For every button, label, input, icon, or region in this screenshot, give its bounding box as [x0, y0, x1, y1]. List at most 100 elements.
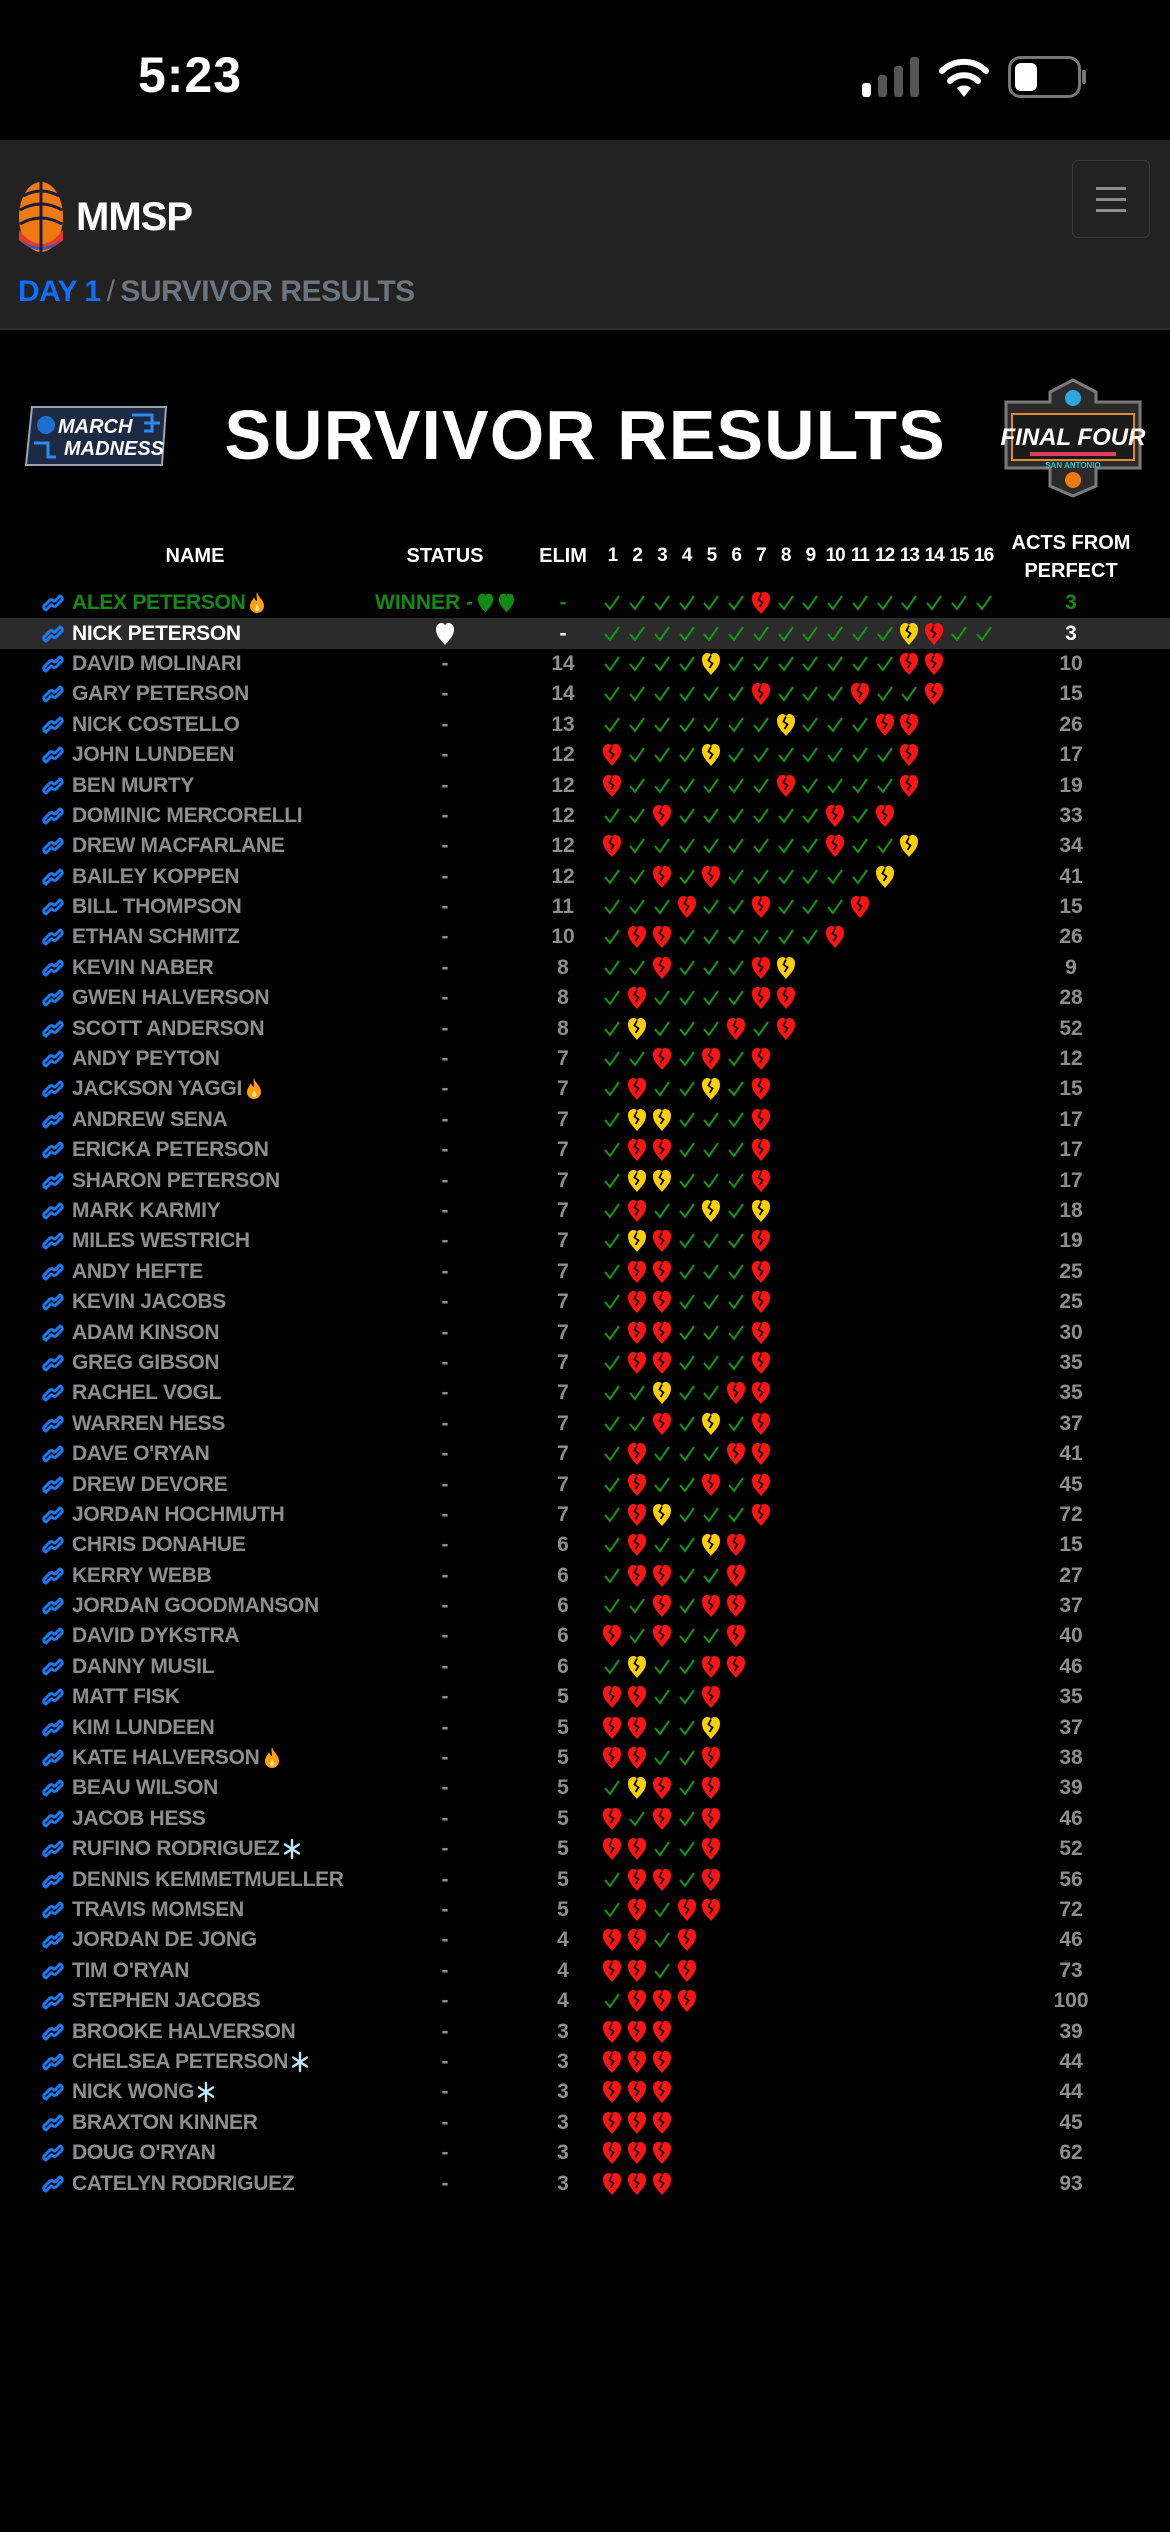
pick-cell[interactable] [749, 862, 774, 892]
pick-cell[interactable] [674, 1074, 699, 1104]
pick-cell[interactable] [724, 1287, 749, 1317]
pick-cell[interactable] [749, 1469, 774, 1499]
pick-cell[interactable] [674, 1257, 699, 1287]
pick-cell[interactable] [724, 831, 749, 861]
pick-cell[interactable] [848, 679, 873, 709]
column-header-status[interactable]: STATUS [406, 545, 484, 567]
pick-cell[interactable] [724, 1013, 749, 1043]
player-name-cell[interactable]: DAVID DYKSTRA [72, 1621, 240, 1651]
pick-cell[interactable] [650, 831, 675, 861]
player-name-cell[interactable]: ADAM KINSON [72, 1317, 220, 1347]
pick-cell[interactable] [749, 892, 774, 922]
pick-cell[interactable] [724, 1135, 749, 1165]
pick-cell[interactable] [823, 892, 848, 922]
pick-cell[interactable] [600, 1439, 625, 1469]
player-name[interactable]: DAVID DYKSTRA [72, 1624, 240, 1648]
pick-cell[interactable] [749, 679, 774, 709]
player-name-cell[interactable]: DAVE O'RYAN [72, 1439, 210, 1469]
pick-cell[interactable] [749, 1348, 774, 1378]
player-name[interactable]: TRAVIS MOMSEN [72, 1897, 244, 1921]
pick-cell[interactable] [600, 1378, 625, 1408]
pick-cell[interactable] [699, 740, 724, 770]
pick-cell[interactable] [699, 1378, 724, 1408]
pick-cell[interactable] [650, 1986, 675, 2016]
pick-cell[interactable] [600, 1409, 625, 1439]
pick-cell[interactable] [773, 953, 798, 983]
player-name-cell[interactable]: SCOTT ANDERSON [72, 1013, 265, 1043]
pick-cell[interactable] [872, 801, 897, 831]
player-link[interactable] [40, 1925, 66, 1955]
pick-cell[interactable] [600, 2108, 625, 2138]
pick-cell[interactable] [798, 801, 823, 831]
player-name-cell[interactable]: ERICKA PETERSON [72, 1135, 269, 1165]
pick-cell[interactable] [848, 649, 873, 679]
pick-cell[interactable] [897, 679, 922, 709]
pick-cell[interactable] [798, 770, 823, 800]
pick-cell[interactable] [674, 1743, 699, 1773]
pick-cell[interactable] [724, 1621, 749, 1651]
player-name-cell[interactable]: CHELSEA PETERSON [72, 2047, 309, 2077]
player-name[interactable]: NICK WONG [72, 2080, 195, 2104]
pick-cell[interactable] [922, 588, 947, 618]
pick-cell[interactable] [724, 1378, 749, 1408]
pick-cell[interactable] [749, 1044, 774, 1074]
pick-cell[interactable] [625, 1561, 650, 1591]
pick-cell[interactable] [650, 740, 675, 770]
pick-cell[interactable] [773, 770, 798, 800]
pick-cell[interactable] [848, 801, 873, 831]
pick-cell[interactable] [798, 862, 823, 892]
player-name[interactable]: KEVIN NABER [72, 955, 214, 979]
pick-cell[interactable] [625, 922, 650, 952]
pick-cell[interactable] [724, 953, 749, 983]
player-name-cell[interactable]: GARY PETERSON [72, 679, 249, 709]
pick-cell[interactable] [674, 953, 699, 983]
pick-cell[interactable] [674, 1834, 699, 1864]
pick-cell[interactable] [699, 1165, 724, 1195]
pick-cell[interactable] [625, 1348, 650, 1378]
pick-cell[interactable] [823, 740, 848, 770]
pick-cell[interactable] [600, 1165, 625, 1195]
player-link[interactable] [40, 1864, 66, 1894]
pick-cell[interactable] [650, 1773, 675, 1803]
pick-cell[interactable] [872, 831, 897, 861]
pick-cell[interactable] [699, 1105, 724, 1135]
pick-cell[interactable] [724, 1044, 749, 1074]
player-name-cell[interactable]: WARREN HESS [72, 1409, 225, 1439]
pick-cell[interactable] [674, 1591, 699, 1621]
pick-cell[interactable] [650, 1013, 675, 1043]
pick-cell[interactable] [600, 1652, 625, 1682]
pick-cell[interactable] [625, 2077, 650, 2107]
pick-cell[interactable] [823, 862, 848, 892]
pick-cell[interactable] [724, 983, 749, 1013]
menu-toggle-button[interactable] [1072, 160, 1150, 238]
pick-cell[interactable] [674, 1682, 699, 1712]
pick-cell[interactable] [625, 588, 650, 618]
pick-cell[interactable] [650, 1925, 675, 1955]
pick-cell[interactable] [625, 2168, 650, 2198]
pick-cell[interactable] [872, 770, 897, 800]
pick-cell[interactable] [724, 1409, 749, 1439]
pick-cell[interactable] [674, 1378, 699, 1408]
player-link[interactable] [40, 740, 66, 770]
player-name[interactable]: MARK KARMIY [72, 1199, 221, 1222]
player-link[interactable] [40, 2016, 66, 2046]
pick-cell[interactable] [798, 740, 823, 770]
pick-cell[interactable] [897, 770, 922, 800]
player-name[interactable]: MILES WESTRICH [72, 1229, 250, 1253]
player-name[interactable]: KEVIN JACOBS [72, 1290, 226, 1314]
pick-cell[interactable] [650, 1621, 675, 1651]
pick-cell[interactable] [724, 1500, 749, 1530]
pick-cell[interactable] [872, 649, 897, 679]
pick-cell[interactable] [749, 1317, 774, 1347]
pick-cell[interactable] [625, 1317, 650, 1347]
player-link[interactable] [40, 1682, 66, 1712]
pick-cell[interactable] [625, 618, 650, 648]
player-name[interactable]: ALEX PETERSON [72, 591, 246, 615]
pick-cell[interactable] [699, 1500, 724, 1530]
pick-cell[interactable] [674, 1712, 699, 1742]
player-link[interactable] [40, 649, 66, 679]
pick-cell[interactable] [897, 649, 922, 679]
player-link[interactable] [40, 1013, 66, 1043]
player-name[interactable]: DOUG O'RYAN [72, 2141, 216, 2165]
player-name[interactable]: DENNIS KEMMETMUELLER [72, 1867, 344, 1891]
